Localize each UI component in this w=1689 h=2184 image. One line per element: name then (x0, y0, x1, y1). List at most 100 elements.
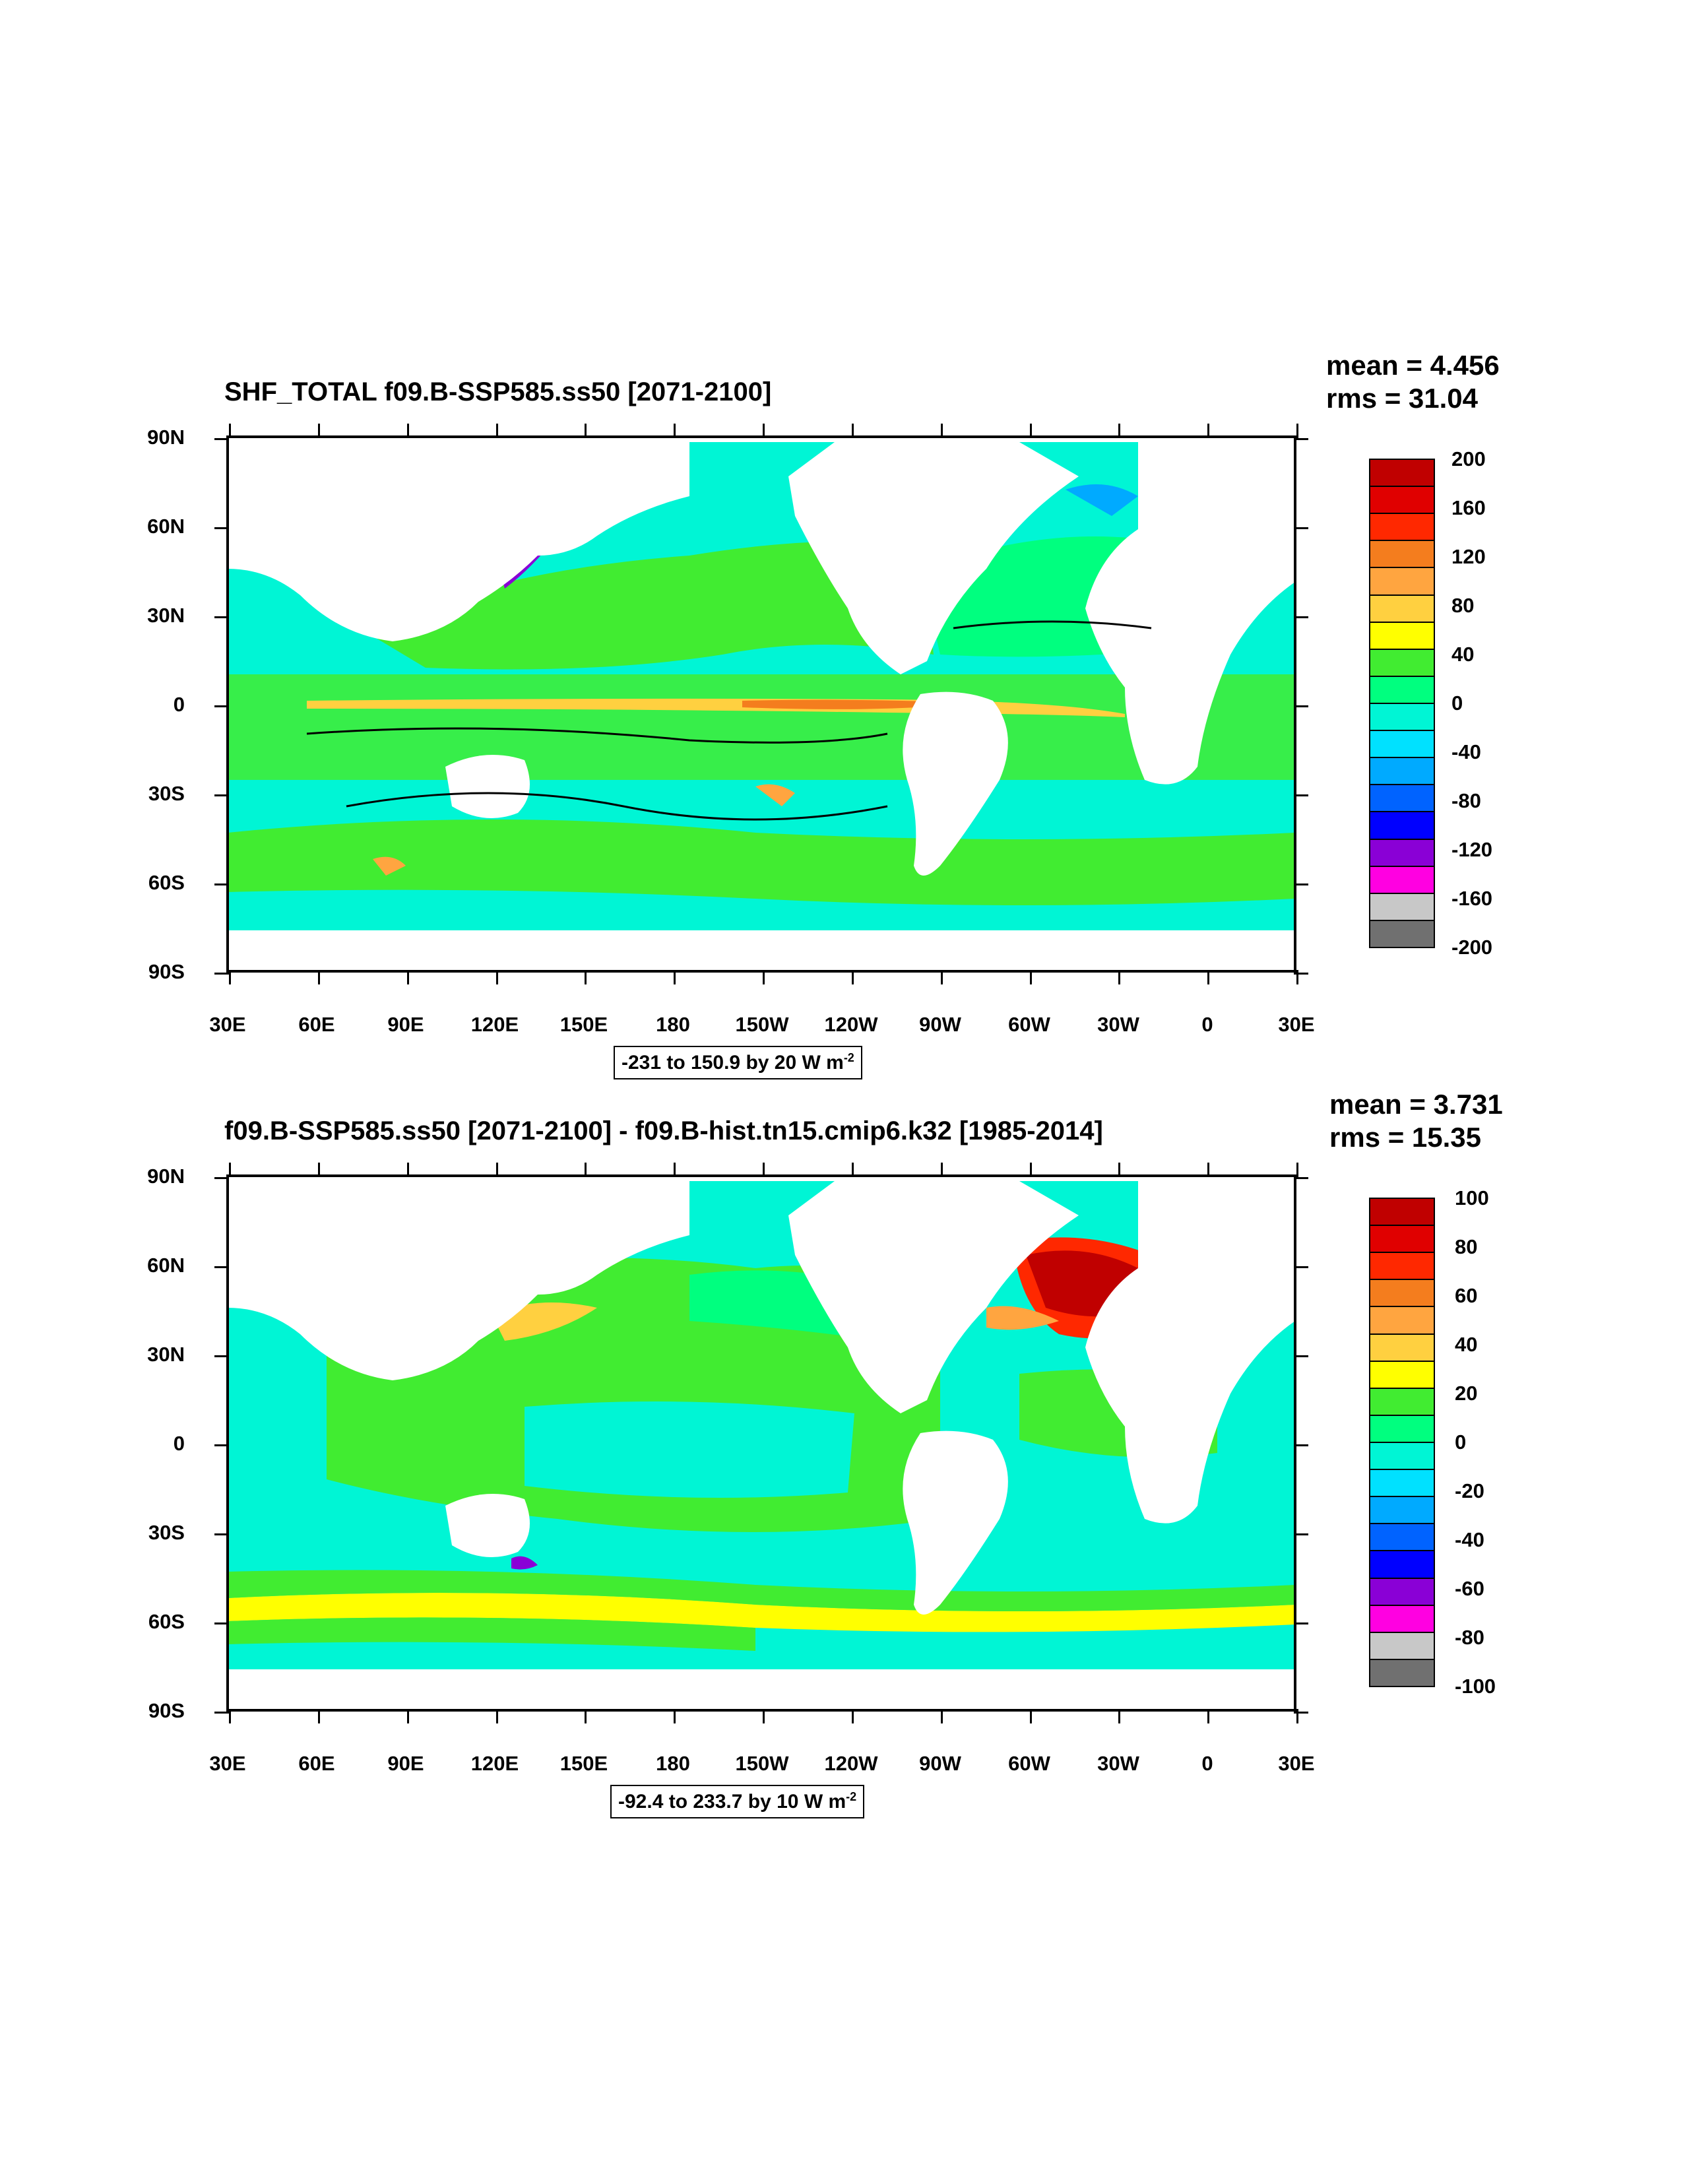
top-x-tick-mark (585, 970, 587, 984)
top-colorbar-label: 0 (1451, 691, 1463, 715)
bottom-colorbar-swatch (1369, 1252, 1435, 1281)
bottom-colorbar-swatch (1369, 1387, 1435, 1416)
bottom-xtick-label: 30W (1097, 1752, 1139, 1775)
top-colorbar-swatch (1369, 757, 1435, 786)
bottom-x-tick-mark (229, 1163, 231, 1177)
bottom-x-tick-mark (495, 1163, 498, 1177)
bottom-colorbar-label: 0 (1455, 1430, 1467, 1454)
top-x-tick-mark (406, 424, 409, 438)
top-range-info-exponent: -2 (843, 1051, 854, 1064)
bottom-x-tick-mark (1029, 1709, 1032, 1723)
bottom-land-africa (1085, 1181, 1295, 1524)
bottom-x-tick-mark (406, 1163, 409, 1177)
bottom-y-tick-mark (214, 1444, 229, 1446)
bottom-y-tick-mark (1294, 1266, 1308, 1268)
bottom-colorbar-swatch (1369, 1658, 1435, 1687)
bottom-x-tick-mark (1296, 1163, 1298, 1177)
top-land-australia (445, 755, 530, 818)
top-y-tick-mark (1294, 616, 1308, 618)
bottom-y-tick-mark (1294, 1712, 1308, 1714)
top-x-tick-mark (1029, 970, 1032, 984)
bottom-x-tick-mark (763, 1709, 765, 1723)
top-colorbar-label: -120 (1451, 838, 1493, 861)
top-map-frame (214, 424, 1308, 984)
top-colorbar-swatch (1369, 892, 1435, 921)
bottom-ytick-label: 60S (148, 1610, 185, 1633)
top-colorbar-label: 80 (1451, 594, 1475, 617)
bottom-ytick-label: 90S (148, 1699, 185, 1722)
bottom-colorbar-swatch (1369, 1604, 1435, 1633)
top-x-tick-mark (317, 970, 320, 984)
top-colorbar-label: 200 (1451, 447, 1486, 470)
top-zero-contour (306, 620, 1152, 821)
top-y-tick-mark (214, 883, 229, 885)
bottom-x-tick-mark (940, 1709, 943, 1723)
bottom-colorbar-swatch (1369, 1333, 1435, 1362)
top-mean-stat: mean = 4.456 (1326, 350, 1500, 381)
bottom-xtick-label: 60W (1008, 1752, 1050, 1775)
bottom-y-tick-mark (214, 1355, 229, 1357)
top-colorbar-label: -40 (1451, 740, 1481, 763)
bottom-colorbar (1369, 1198, 1435, 1687)
top-y-tick-mark (214, 794, 229, 796)
bottom-x-tick-mark (229, 1709, 231, 1723)
top-ytick-label: 90N (147, 426, 185, 449)
top-colorbar-swatch (1369, 567, 1435, 596)
top-colorbar-swatch (1369, 838, 1435, 867)
bottom-ytick-label: 90N (147, 1165, 185, 1188)
top-ytick-label: 30S (148, 782, 185, 805)
top-colorbar-label: 40 (1451, 643, 1475, 666)
bottom-ytick-label: 30N (147, 1343, 185, 1366)
top-colorbar-swatch (1369, 540, 1435, 569)
bottom-xtick-label: 120W (824, 1752, 878, 1775)
bottom-ytick-label: 0 (173, 1432, 185, 1455)
bottom-colorbar-label: -60 (1455, 1577, 1484, 1600)
bottom-y-tick-mark (214, 1712, 229, 1714)
bottom-colorbar-label: -80 (1455, 1626, 1484, 1649)
top-ytick-label: 30N (147, 604, 185, 627)
top-x-tick-mark (763, 970, 765, 984)
top-x-tick-mark (763, 424, 765, 438)
bottom-colorbar-swatch (1369, 1279, 1435, 1308)
top-colorbar-swatch (1369, 594, 1435, 623)
top-xtick-label: 90W (919, 1013, 961, 1036)
bottom-colorbar-swatch (1369, 1496, 1435, 1525)
bottom-x-tick-mark (317, 1163, 320, 1177)
top-map-plot (228, 437, 1295, 971)
bottom-xtick-label: 120E (470, 1752, 519, 1775)
top-x-tick-mark (674, 424, 676, 438)
bottom-y-tick-mark (1294, 1444, 1308, 1446)
top-colorbar-swatch (1369, 459, 1435, 488)
bottom-y-tick-mark (1294, 1622, 1308, 1624)
top-xtick-label: 30W (1097, 1013, 1139, 1036)
bottom-colorbar-swatch (1369, 1469, 1435, 1498)
top-land-north-america (788, 442, 1079, 674)
bottom-y-tick-mark (214, 1533, 229, 1535)
bottom-rms-stat: rms = 15.35 (1329, 1122, 1482, 1153)
top-x-tick-mark (940, 970, 943, 984)
bottom-y-tick-mark (1294, 1355, 1308, 1357)
bottom-xtick-label: 180 (656, 1752, 690, 1775)
bottom-xtick-label: 90E (387, 1752, 424, 1775)
top-colorbar-swatch (1369, 648, 1435, 677)
top-xtick-label: 150W (735, 1013, 789, 1036)
bottom-y-tick-mark (1294, 1533, 1308, 1535)
top-x-tick-mark (229, 424, 231, 438)
top-xtick-label: 0 (1201, 1013, 1213, 1036)
top-x-tick-mark (585, 424, 587, 438)
top-x-tick-mark (1118, 970, 1121, 984)
bottom-y-tick-mark (214, 1177, 229, 1179)
bottom-land-north-america (788, 1181, 1079, 1413)
top-ytick-label: 90S (148, 960, 185, 983)
bottom-ytick-label: 60N (147, 1254, 185, 1277)
bottom-xtick-label: 30E (1278, 1752, 1315, 1775)
bottom-xtick-label: 60E (298, 1752, 335, 1775)
bottom-x-tick-mark (1207, 1709, 1210, 1723)
top-x-tick-mark (495, 970, 498, 984)
bottom-colorbar-swatch (1369, 1631, 1435, 1660)
top-y-tick-mark (214, 438, 229, 440)
bottom-x-tick-mark (1118, 1163, 1121, 1177)
top-range-info-text: -231 to 150.9 by 20 W m (621, 1052, 844, 1074)
top-xtick-label: 60W (1008, 1013, 1050, 1036)
top-xtick-label: 180 (656, 1013, 690, 1036)
